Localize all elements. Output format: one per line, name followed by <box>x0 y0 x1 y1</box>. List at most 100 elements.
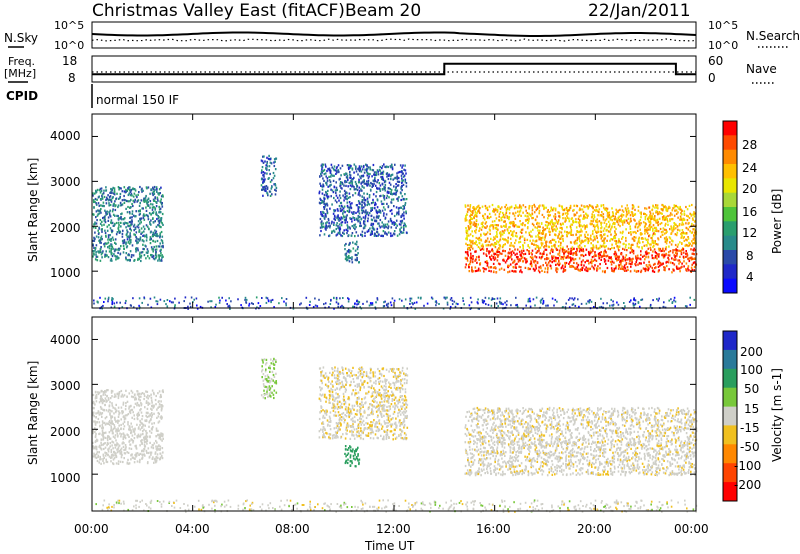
echo-cell <box>626 249 628 252</box>
echo-cell <box>150 213 152 216</box>
echo-cell <box>350 206 352 209</box>
echo-cell <box>592 249 594 252</box>
echo-cell <box>145 239 148 242</box>
echo-cell <box>335 296 338 299</box>
echo-cell <box>508 264 510 267</box>
echo-cell <box>538 238 540 241</box>
echo-cell <box>639 505 642 508</box>
echo-cell <box>561 207 564 210</box>
echo-cell <box>357 193 360 196</box>
echo-cell <box>624 305 626 308</box>
echo-cell <box>107 246 109 249</box>
echo-cell <box>95 251 97 254</box>
echo-cell <box>104 231 107 234</box>
echo-cell <box>269 158 272 161</box>
echo-cell <box>661 249 663 252</box>
echo-cell <box>382 202 385 205</box>
echo-cell <box>582 240 585 243</box>
echo-cell <box>599 253 602 256</box>
noise-left-tick-high: 10^5 <box>54 19 84 32</box>
echo-cell <box>476 206 478 209</box>
echo-cell <box>532 509 534 512</box>
echo-cell <box>622 255 624 258</box>
echo-cell <box>354 249 357 252</box>
echo-cell <box>240 304 242 307</box>
echo-cell <box>366 300 368 303</box>
echo-cell <box>504 213 507 216</box>
echo-cell <box>489 250 491 253</box>
echo-cell <box>598 252 601 255</box>
echo-cell <box>541 297 544 300</box>
echo-cell <box>625 243 627 246</box>
echo-cell <box>560 231 563 234</box>
echo-cell <box>558 215 560 218</box>
echo-cell <box>387 220 390 223</box>
echo-cell <box>149 236 152 239</box>
echo-cell <box>453 502 455 505</box>
echo-cell <box>563 249 566 252</box>
echo-cell <box>677 259 679 262</box>
echo-cell <box>404 298 407 301</box>
echo-cell <box>529 300 532 303</box>
echo-cell <box>610 233 612 236</box>
echo-cell <box>393 230 396 233</box>
echo-cell <box>390 304 393 307</box>
echo-cell <box>105 189 108 192</box>
echo-cell <box>123 201 126 204</box>
echo-cell <box>389 232 392 235</box>
echo-cell <box>549 233 551 236</box>
echo-cell <box>656 298 658 301</box>
echo-cell <box>136 200 138 203</box>
echo-cell <box>369 188 372 191</box>
echo-cell <box>326 192 329 195</box>
echo-cell <box>264 187 267 190</box>
echo-cell <box>647 242 649 245</box>
echo-cell <box>399 220 402 223</box>
echo-cell <box>618 218 621 221</box>
echo-cell <box>681 262 683 265</box>
echo-cell <box>470 501 473 504</box>
echo-cell <box>513 259 516 262</box>
echo-cell <box>636 257 638 260</box>
echo-cell <box>509 225 511 229</box>
echo-cell <box>329 303 332 305</box>
echo-cell <box>482 252 485 255</box>
echo-cell <box>155 205 158 208</box>
echo-cell <box>361 189 363 192</box>
echo-cell <box>378 187 380 190</box>
echo-cell <box>275 157 278 160</box>
echo-cell <box>305 296 308 299</box>
echo-cell <box>280 508 283 511</box>
echo-cell <box>635 231 637 235</box>
echo-cell <box>472 242 474 245</box>
echo-cell <box>490 237 492 240</box>
echo-cell <box>329 207 331 210</box>
echo-cell <box>472 212 474 215</box>
echo-cell <box>159 211 162 214</box>
echo-cell <box>362 216 365 219</box>
echo-cell <box>376 227 379 230</box>
echo-cell <box>528 233 531 237</box>
echo-cell <box>589 252 591 255</box>
echo-cell <box>397 211 400 214</box>
echo-cell <box>381 176 384 179</box>
echo-cell <box>119 301 121 304</box>
echo-cell <box>555 269 557 272</box>
echo-cell <box>103 216 106 219</box>
echo-cell <box>693 298 696 301</box>
echo-cell <box>159 254 162 257</box>
echo-cell <box>597 210 599 213</box>
echo-cell <box>592 230 594 233</box>
echo-cell <box>479 207 481 210</box>
echo-cell <box>525 304 527 307</box>
echo-cell <box>138 239 141 242</box>
echo-cell <box>107 300 109 303</box>
echo-cell <box>541 269 543 272</box>
echo-cell <box>129 235 132 238</box>
echo-cell <box>565 261 568 265</box>
echo-cell <box>633 269 636 272</box>
echo-cell <box>620 501 623 504</box>
echo-cell <box>529 214 531 217</box>
echo-cell <box>565 250 568 253</box>
echo-cell <box>585 225 587 228</box>
